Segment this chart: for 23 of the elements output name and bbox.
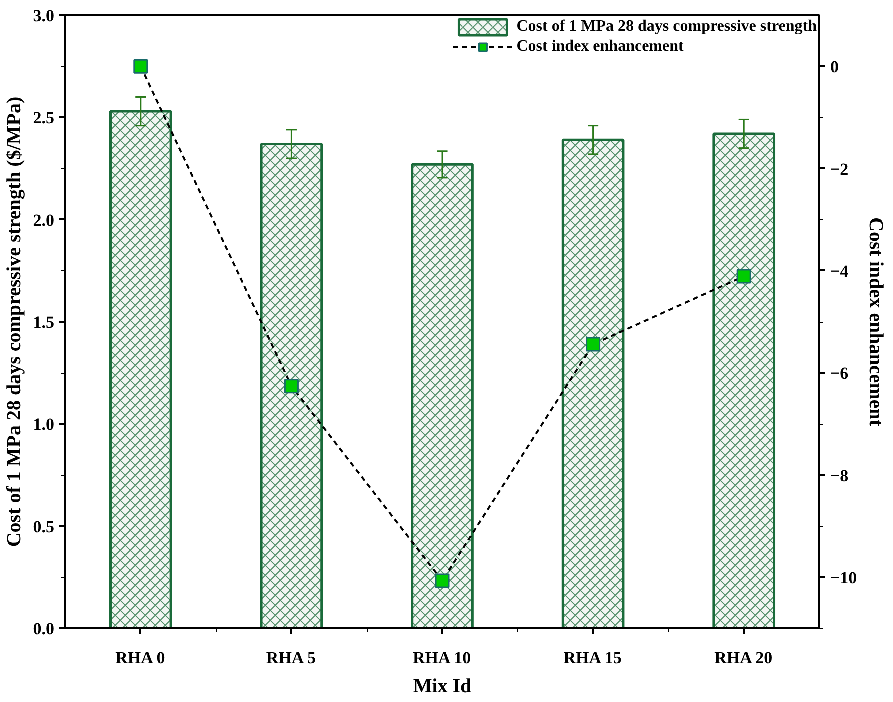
y2-tick-label: −8 (830, 466, 849, 486)
y-tick-label: 0.5 (33, 517, 54, 536)
y-axis-title: Cost of 1 MPa 28 days compressive strength ($/MPa) (3, 96, 26, 548)
legend-label: Cost of 1 MPa 28 days compressive strength (516, 18, 817, 36)
y2-tick-label: −4 (830, 262, 850, 281)
x-axis-title: Mix Id (413, 676, 472, 698)
x-tick-label: RHA 10 (412, 648, 472, 668)
x-tick-label: RHA 0 (116, 648, 166, 668)
y2-tick-label: −6 (830, 364, 849, 384)
y-tick-label: 1.5 (33, 313, 54, 332)
y-tick-label: 2.0 (33, 210, 54, 230)
x-tick-label: RHA 5 (266, 648, 316, 668)
legend-label: Cost index enhancement (516, 38, 684, 56)
y-tick-label: 3.0 (33, 6, 54, 26)
x-tick-label: RHA 15 (564, 648, 622, 668)
x-tick-label: RHA 20 (714, 648, 773, 668)
y-tick-label: 1.0 (33, 415, 54, 434)
y-tick-label: 2.5 (33, 108, 54, 128)
y2-tick-label: 0 (830, 58, 839, 77)
y-tick-label: 0.0 (33, 620, 54, 638)
y2-axis-title: Cost index enhancement (865, 218, 888, 427)
y2-tick-label: −10 (830, 568, 858, 588)
y2-tick-label: −2 (830, 160, 849, 179)
